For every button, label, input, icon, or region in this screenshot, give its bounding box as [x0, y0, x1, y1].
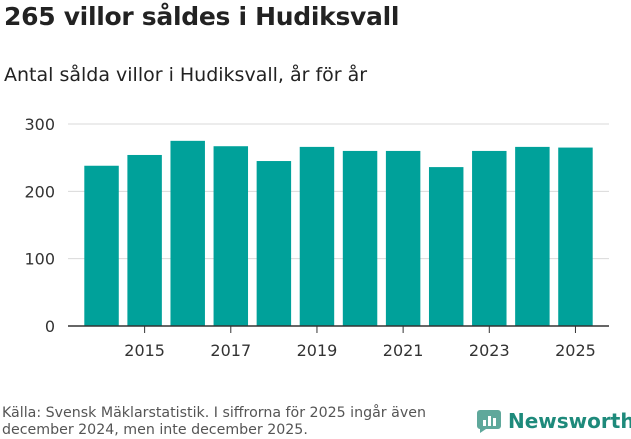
- x-tick-label-2019: 2019: [297, 341, 338, 360]
- newsworthy-logo-icon: [477, 410, 501, 433]
- source-note: Källa: Svensk Mäklarstatistik. I siffror…: [2, 405, 426, 438]
- x-tick-label-2025: 2025: [555, 341, 596, 360]
- newsworthy-brand[interactable]: Newsworthy: [476, 408, 631, 434]
- bar-2021[interactable]: [385, 150, 421, 326]
- x-tick-label-2015: 2015: [124, 341, 165, 360]
- bar-2017[interactable]: [213, 146, 249, 326]
- axes: [68, 325, 609, 333]
- bars: [84, 140, 593, 326]
- y-tick-label-200: 200: [24, 182, 55, 201]
- x-tick-label-2021: 2021: [383, 341, 424, 360]
- bar-2014[interactable]: [84, 165, 119, 326]
- bar-2019[interactable]: [299, 146, 335, 326]
- bar-2023[interactable]: [472, 150, 507, 326]
- bar-2020[interactable]: [342, 150, 378, 326]
- x-tick-label-2017: 2017: [210, 341, 251, 360]
- y-tick-label-100: 100: [24, 250, 55, 269]
- bar-chart: 0 100 200 300 2015 2017 2019 2021 2023 2025: [24, 115, 609, 360]
- tick-labels: 0 100 200 300 2015 2017 2019 2021 2023 2025: [24, 115, 595, 360]
- y-tick-label-300: 300: [24, 115, 55, 134]
- bar-2015[interactable]: [127, 154, 162, 326]
- bar-2016[interactable]: [170, 140, 205, 326]
- bar-2024[interactable]: [515, 146, 550, 326]
- brand-name: Newsworthy: [508, 409, 631, 433]
- bar-2022[interactable]: [428, 167, 464, 326]
- y-tick-label-0: 0: [45, 317, 55, 336]
- bar-2018[interactable]: [256, 161, 292, 326]
- chart-subtitle: Antal sålda villor i Hudiksvall, år för …: [4, 64, 368, 86]
- chart-title: 265 villor såldes i Hudiksvall: [4, 2, 400, 31]
- x-tick-label-2023: 2023: [469, 341, 510, 360]
- bar-2025[interactable]: [558, 147, 593, 326]
